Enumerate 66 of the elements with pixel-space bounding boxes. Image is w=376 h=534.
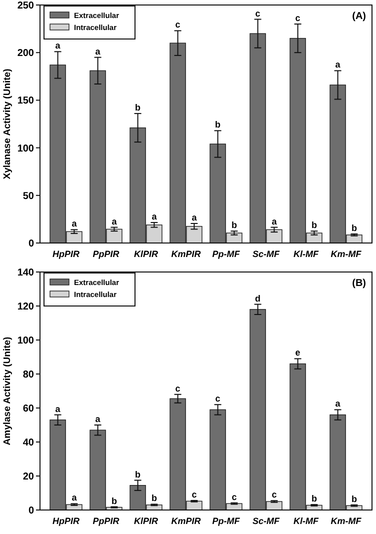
annotation: b xyxy=(311,220,318,230)
annotation: a xyxy=(72,218,78,229)
annotation: b xyxy=(231,220,238,230)
annotation: c xyxy=(215,394,220,404)
annotation: e xyxy=(295,348,300,358)
x-tick-label: Kl-MF xyxy=(294,249,319,259)
y-tick-label: 140 xyxy=(17,268,34,278)
annotation: a xyxy=(192,212,198,222)
annotation: c xyxy=(192,489,197,500)
y-tick-label: 20 xyxy=(22,472,34,482)
annotation: b xyxy=(351,222,358,233)
annotation: a xyxy=(55,40,62,51)
x-tick-label: PpPIR xyxy=(92,249,120,259)
annotation: a xyxy=(72,492,78,503)
x-tick-label: HpPIR xyxy=(52,249,80,259)
y-axis-title: Amylase Activity (Unite) xyxy=(2,336,13,446)
x-tick-label: Km-MF xyxy=(330,516,362,526)
annotation: a xyxy=(95,46,102,56)
annotation: a xyxy=(335,398,342,409)
annotation: b xyxy=(311,494,318,504)
annotation: b xyxy=(215,120,222,130)
x-tick-label: KlPIR xyxy=(134,249,158,259)
y-tick-label: 50 xyxy=(22,190,34,202)
y-tick-label: 100 xyxy=(17,143,34,154)
x-tick-label: KlPIR xyxy=(134,516,158,526)
y-tick-label: 120 xyxy=(17,302,34,312)
y-tick-label: 80 xyxy=(22,370,34,380)
annotation: c xyxy=(272,490,277,500)
annotation: a xyxy=(152,212,158,222)
x-tick-label: Sc-MF xyxy=(252,516,280,526)
y-tick-label: 0 xyxy=(28,238,34,250)
annotation: a xyxy=(55,404,62,414)
annotation: c xyxy=(232,492,237,502)
x-tick-label: HpPIR xyxy=(52,516,80,526)
x-tick-label: Kl-MF xyxy=(294,516,319,526)
annotation: (A) xyxy=(352,11,366,22)
annotation: c xyxy=(175,383,180,394)
y-axis-title: Xylanase Activity (Unite) xyxy=(2,68,13,180)
annotation: c xyxy=(175,20,180,30)
annotation: c xyxy=(255,8,260,18)
y-tick-label: 40 xyxy=(22,438,34,448)
x-tick-label: Pp-MF xyxy=(212,516,240,526)
x-tick-label: Sc-MF xyxy=(252,249,280,259)
annotation: a xyxy=(95,414,102,424)
y-tick-label: 60 xyxy=(22,404,34,414)
annotation: b xyxy=(135,469,142,480)
annotation: a xyxy=(272,216,278,226)
x-tick-label: KmPIR xyxy=(171,516,202,526)
x-tick-label: PpPIR xyxy=(92,516,120,526)
annotation: b xyxy=(151,493,158,504)
annotation: a xyxy=(112,216,118,226)
y-tick-label: 0 xyxy=(28,506,34,516)
x-tick-label: Pp-MF xyxy=(212,249,240,259)
annotation: b xyxy=(135,102,142,113)
annotation: (B) xyxy=(352,278,366,289)
x-tick-label: Km-MF xyxy=(330,249,362,259)
x-tick-label: KmPIR xyxy=(171,249,202,259)
y-tick-label: 150 xyxy=(17,96,34,107)
annotation: a xyxy=(335,60,342,70)
y-tick-label: 100 xyxy=(17,336,34,346)
annotation: b xyxy=(351,494,358,504)
annotation: c xyxy=(295,13,300,24)
annotation: b xyxy=(111,496,118,506)
y-tick-label: 250 xyxy=(17,0,34,12)
annotation: d xyxy=(255,293,261,304)
y-tick-label: 200 xyxy=(17,48,34,60)
